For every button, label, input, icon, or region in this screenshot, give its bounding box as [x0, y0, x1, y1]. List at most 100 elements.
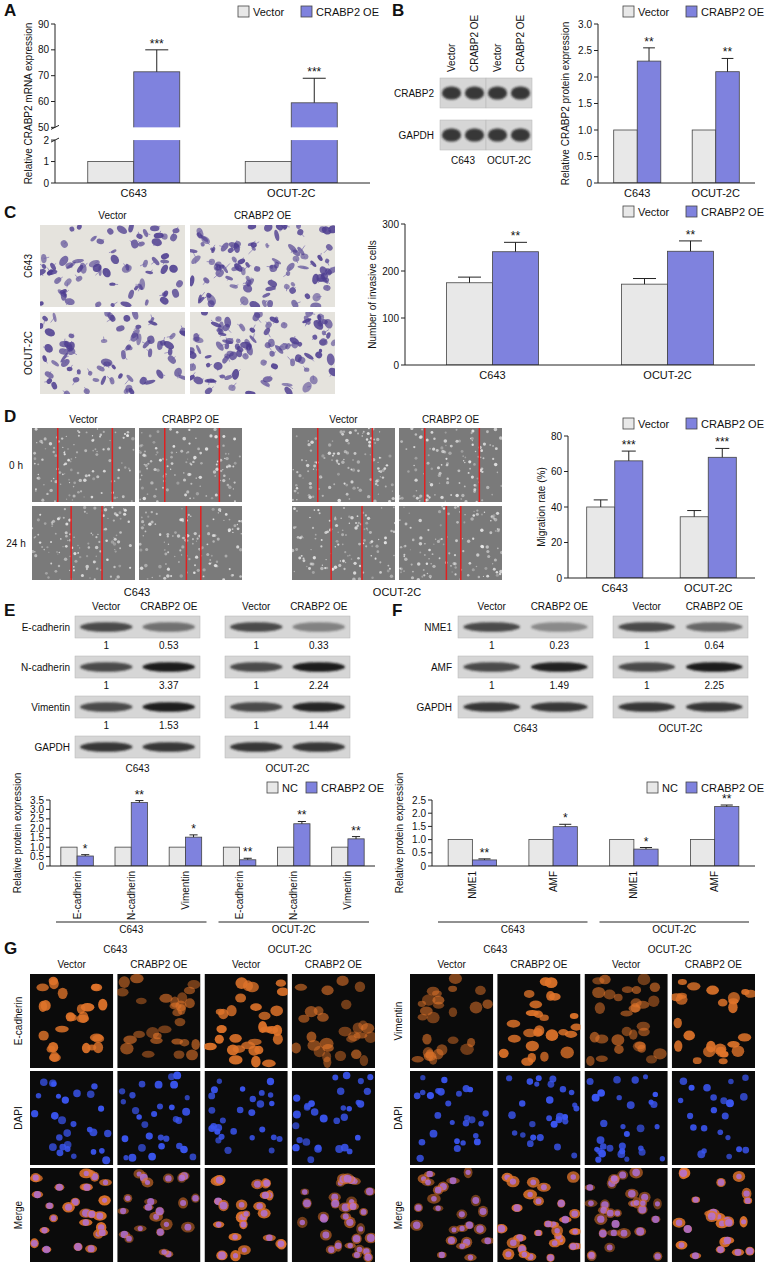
speckle: [228, 464, 231, 467]
speckle: [294, 571, 295, 572]
cell-process: [288, 357, 293, 363]
speckle: [445, 431, 447, 433]
speckle: [94, 448, 96, 450]
speckle: [196, 541, 197, 542]
y-tick: [51, 49, 55, 50]
blot-band: [293, 662, 346, 672]
speckle: [367, 495, 370, 498]
cell: [151, 256, 161, 267]
cell-process: [133, 331, 136, 333]
speckle: [57, 553, 58, 554]
speckle: [116, 514, 119, 517]
cell-process: [209, 381, 210, 385]
speckle: [410, 527, 412, 529]
cell-process: [267, 245, 270, 246]
speckle: [64, 462, 67, 465]
speckle: [150, 481, 153, 484]
speckle: [92, 435, 93, 436]
speckle: [163, 577, 166, 580]
speckle: [139, 499, 141, 501]
cell-process: [124, 347, 128, 349]
speckle: [48, 552, 49, 553]
legend-label: CRABP2 OE: [701, 6, 764, 18]
cell-process: [199, 350, 200, 354]
speckle: [337, 543, 339, 545]
bar: [615, 461, 643, 578]
speckle: [127, 520, 129, 522]
speckle: [129, 567, 131, 569]
cell-process: [136, 284, 137, 288]
speckle: [315, 534, 317, 536]
speckle: [439, 539, 441, 541]
blot-band: [463, 702, 520, 712]
speckle: [155, 488, 157, 490]
cell: [59, 239, 69, 249]
speckle: [310, 563, 313, 566]
cell-process: [267, 331, 271, 337]
speckle: [240, 520, 242, 523]
speckle: [159, 575, 161, 577]
speckle: [439, 557, 441, 559]
speckle: [181, 508, 182, 509]
cell-line-label: C643: [126, 763, 150, 774]
significance: ***: [307, 65, 321, 79]
speckle: [486, 575, 489, 578]
speckle: [462, 550, 464, 552]
cell-process: [64, 356, 69, 358]
speckle: [335, 524, 338, 527]
error-bar: [458, 277, 481, 283]
speckle: [481, 514, 483, 516]
speckle: [182, 437, 186, 441]
cell-process: [50, 331, 54, 333]
speckle: [118, 469, 120, 471]
speckle: [377, 467, 380, 470]
cell: [247, 225, 256, 230]
speckle: [214, 435, 218, 439]
speckle: [225, 555, 228, 558]
speckle: [445, 501, 446, 502]
cell-process: [209, 387, 214, 391]
cell: [254, 266, 261, 272]
bar: [680, 517, 708, 578]
cell-process: [73, 380, 77, 385]
speckle: [343, 507, 345, 509]
speckle: [91, 496, 94, 499]
speckle: [314, 437, 317, 440]
cell: [237, 258, 246, 266]
cell-process: [78, 261, 81, 262]
speckle: [494, 463, 498, 467]
blot-band: [618, 702, 675, 712]
speckle: [441, 506, 443, 508]
cell: [201, 312, 208, 316]
speckle: [113, 496, 116, 499]
y-tick-label: 2.0: [578, 72, 592, 83]
cell-process: [138, 241, 141, 244]
speckle: [490, 520, 492, 522]
speckle: [375, 483, 378, 486]
speckle: [174, 556, 176, 558]
cell-process: [71, 334, 73, 336]
speckle: [49, 489, 52, 492]
speckle: [345, 439, 349, 443]
speckle: [430, 563, 432, 565]
speckle: [412, 539, 415, 542]
cell: [311, 291, 323, 303]
cell: [96, 364, 106, 372]
cell-process: [79, 225, 84, 227]
blot-band: [465, 128, 484, 141]
speckle: [53, 447, 55, 449]
speckle: [156, 451, 158, 453]
y-tick-label: 2.5: [412, 795, 426, 806]
cell-process: [320, 318, 324, 324]
speckle: [64, 464, 65, 465]
cell-process: [181, 326, 183, 332]
speckle: [124, 509, 127, 512]
band-ratio: 1.49: [550, 680, 570, 691]
speckle: [308, 567, 311, 570]
cell: [319, 339, 328, 345]
speckle: [77, 552, 79, 554]
blot-band: [293, 702, 346, 712]
speckle: [333, 452, 335, 454]
cell-process: [173, 268, 177, 270]
speckle: [460, 498, 462, 500]
